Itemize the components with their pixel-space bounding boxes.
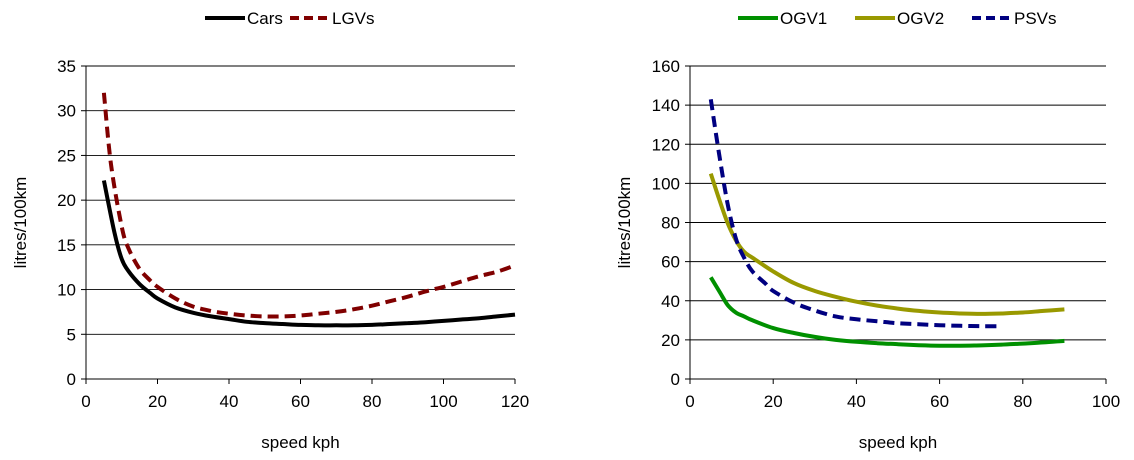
y-tick-label-7: 35 [57,57,76,76]
x-tick-label-1: 20 [148,392,167,411]
legend-label-lgvs: LGVs [332,9,375,28]
legend-label-cars: Cars [247,9,283,28]
y-tick-label-4: 20 [57,191,76,210]
y-tick-label-2: 10 [57,281,76,300]
series-line-lgvs [101,92,516,319]
y-tick-label-3: 15 [57,236,76,255]
chart-1: 0 5 10 15 20 25 30 35 0 20 40 60 80 100 120 speed kph li… [11,9,529,452]
y-tick-label-5: 25 [57,146,76,165]
series-line-cars [101,180,516,328]
x-tick-label-2: 40 [220,392,239,411]
x-tick-label-6: 120 [501,392,529,411]
y-tick-label-1: 5 [67,325,76,344]
x-tick-label-4: 80 [363,392,382,411]
y-axis-title: litres/100km [11,177,30,269]
x-tick-label-5: 100 [429,392,457,411]
x-tick-label-3: 60 [291,392,310,411]
y-tick-label-6: 30 [57,102,76,121]
x-axis-title: speed kph [261,433,339,452]
x-tick-label-0: 0 [81,392,90,411]
y-tick-label-0: 0 [67,370,76,389]
